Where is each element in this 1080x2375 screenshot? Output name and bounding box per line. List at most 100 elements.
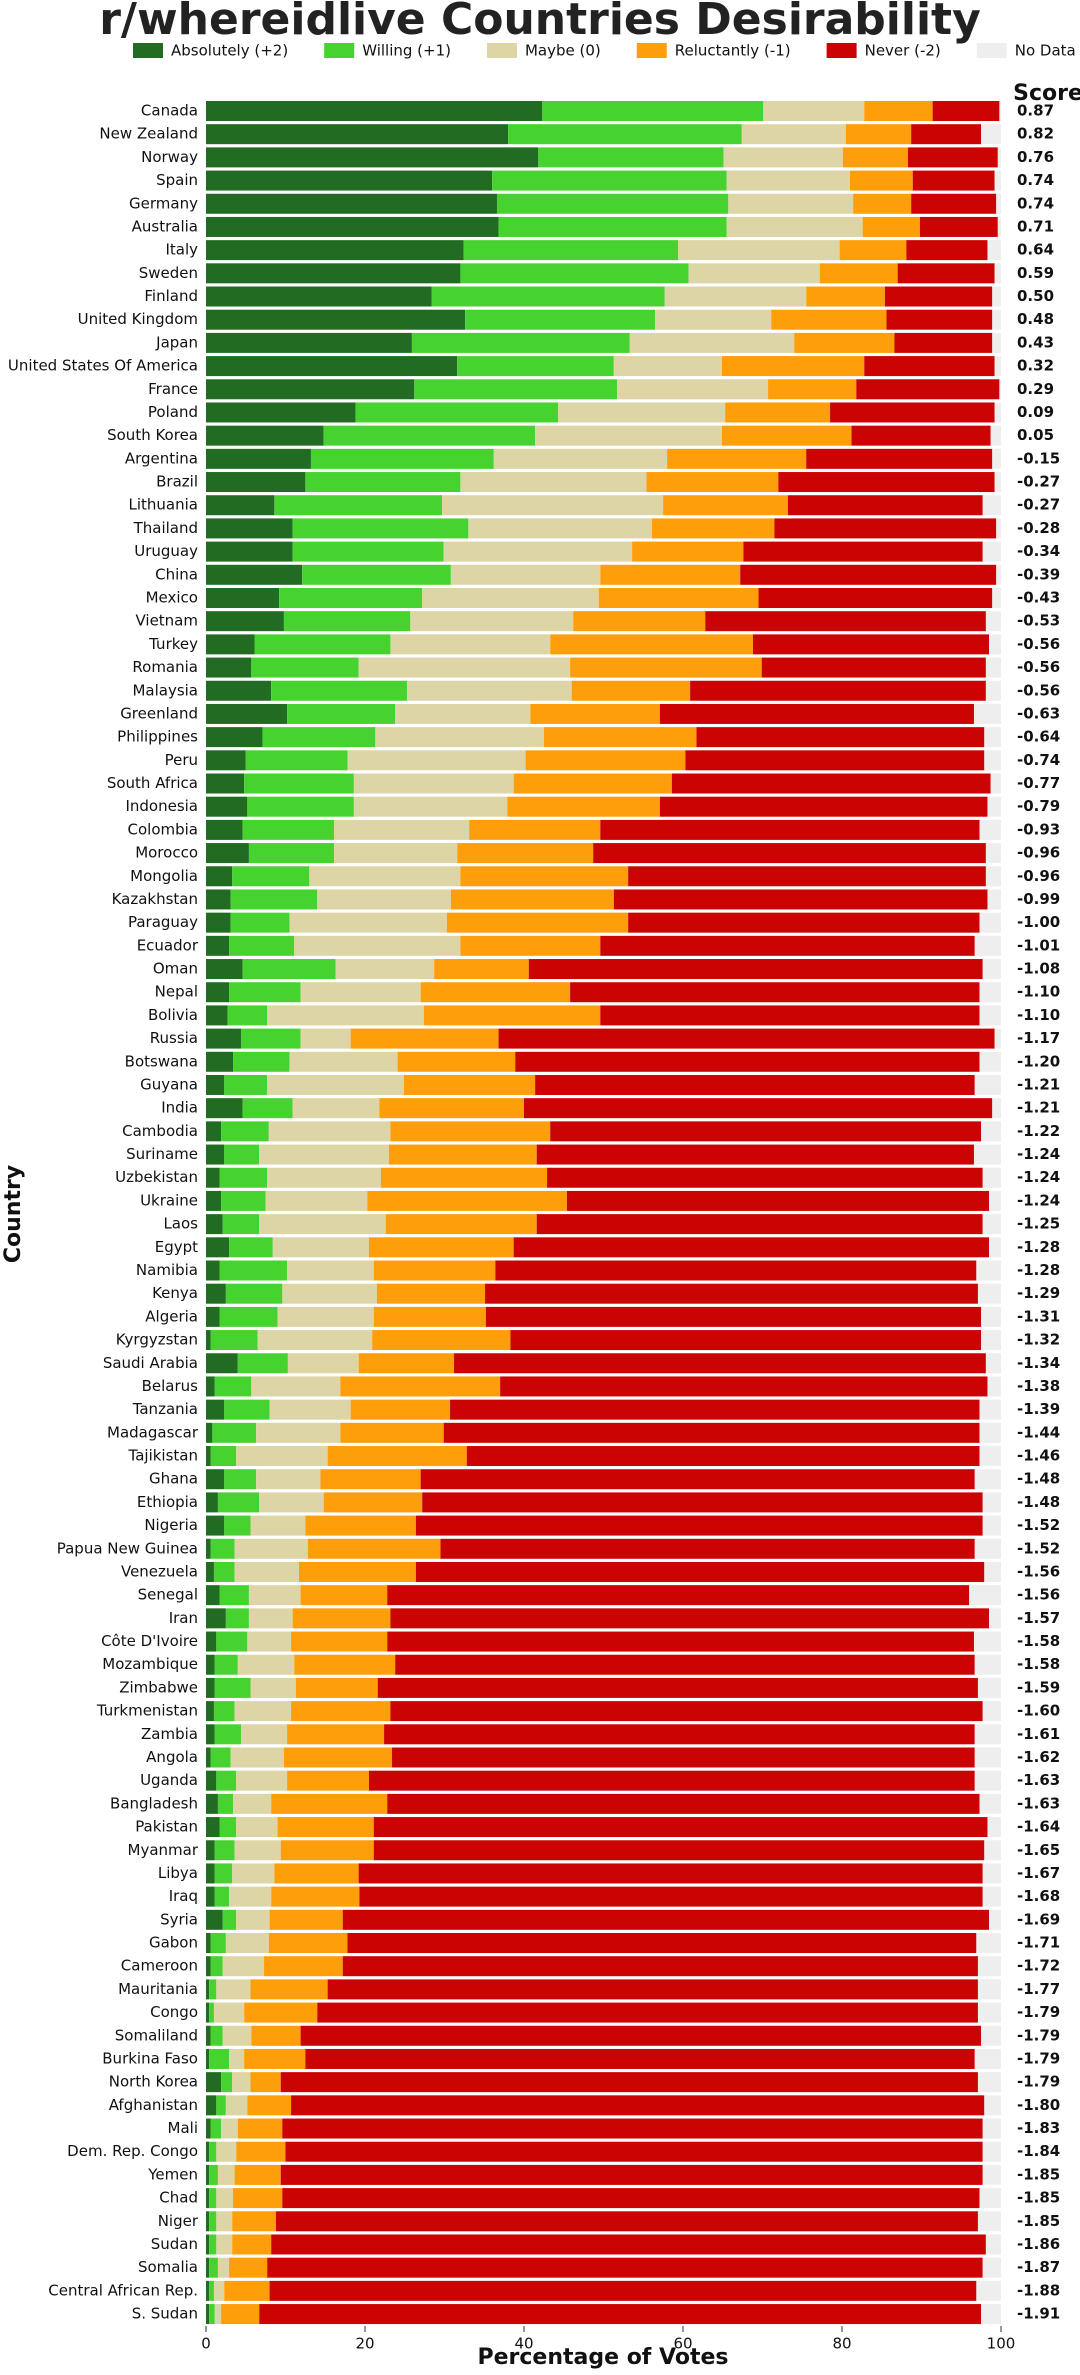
bar-segment — [206, 1724, 215, 1745]
bar-segment — [974, 1747, 1001, 1768]
bar-segment — [224, 1469, 257, 1490]
bar-segment — [232, 2234, 272, 2255]
bar-segment — [347, 750, 526, 771]
bar-segment — [974, 935, 1001, 956]
bar-segment — [272, 1237, 369, 1258]
bar-segment — [224, 1074, 268, 1095]
bar-segment — [992, 286, 1001, 307]
bar-segment — [613, 889, 988, 910]
score-label: -1.57 — [1017, 1609, 1060, 1627]
y-tick-label: Colombia — [128, 820, 199, 838]
bar-segment — [206, 263, 461, 284]
bar-segment — [842, 147, 908, 168]
bar-segment — [206, 1098, 243, 1119]
bar-segment — [206, 1631, 217, 1652]
bar-segment — [659, 796, 988, 817]
bar-segment — [221, 1190, 266, 1211]
bar-segment — [996, 564, 1001, 585]
bar-segment — [310, 448, 494, 469]
bar-segment — [690, 680, 986, 701]
bar-segment — [536, 1144, 974, 1165]
bar-segment — [979, 1005, 1001, 1026]
score-label: -1.56 — [1017, 1562, 1060, 1580]
y-tick-label: Angola — [146, 1748, 198, 1766]
bar-segment — [982, 1167, 1001, 1188]
bar-segment — [219, 1306, 278, 1327]
bar-segment — [206, 2072, 222, 2093]
bar-segment — [538, 147, 724, 168]
bar-segment — [353, 773, 514, 794]
bar-segment — [981, 2025, 1001, 2046]
bar-segment — [209, 2280, 214, 2301]
y-tick-label: Burkina Faso — [102, 2049, 198, 2067]
bar-segment — [492, 170, 727, 191]
bar-segment — [355, 402, 559, 423]
bar-segment — [259, 1214, 386, 1235]
bar-segment — [985, 843, 1001, 864]
bar-segment — [600, 935, 975, 956]
bar-segment — [987, 889, 1001, 910]
bar-segment — [390, 1608, 990, 1629]
bar-segment — [206, 2211, 210, 2232]
score-label: -1.85 — [1017, 2212, 1060, 2230]
y-tick-label: Germany — [129, 194, 198, 212]
bar-segment — [688, 263, 820, 284]
bar-segment — [214, 1886, 230, 1907]
score-label: -1.22 — [1017, 1122, 1060, 1140]
y-tick-label: Kyrgyzstan — [116, 1331, 198, 1349]
bar-segment — [244, 2048, 306, 2069]
x-axis-label: Percentage of Votes — [477, 2345, 728, 2370]
bar-segment — [806, 286, 885, 307]
bar-segment — [685, 750, 985, 771]
score-label: -1.64 — [1017, 1818, 1060, 1836]
bar-segment — [500, 1376, 988, 1397]
bar-segment — [206, 1770, 217, 1791]
score-label: -1.83 — [1017, 2119, 1060, 2137]
bar-segment — [232, 1863, 275, 1884]
bar-segment — [997, 216, 1001, 237]
bar-segment — [206, 1376, 215, 1397]
bar-segment — [206, 1399, 225, 1420]
bar-segment — [566, 1190, 990, 1211]
bar-segment — [274, 495, 443, 516]
score-label: -1.32 — [1017, 1331, 1060, 1349]
bar-segment — [598, 587, 759, 608]
bar-segment — [283, 611, 411, 632]
bar-segment — [287, 1724, 385, 1745]
score-label: 0.76 — [1017, 148, 1054, 166]
bar-segment — [305, 1515, 416, 1536]
legend-swatch — [636, 43, 667, 58]
y-tick-label: Norway — [141, 148, 198, 166]
bar-segment — [206, 1306, 220, 1327]
bar-segment — [213, 1701, 235, 1722]
score-label: -1.91 — [1017, 2305, 1060, 2323]
bar-segment — [380, 1167, 548, 1188]
bar-segment — [305, 472, 461, 493]
bar-segment — [259, 1144, 389, 1165]
bar-segment — [300, 1028, 351, 1049]
bar-segment — [233, 2188, 283, 2209]
bar-segment — [982, 2141, 1001, 2162]
y-tick-label: Japan — [155, 333, 198, 351]
score-label: -0.15 — [1017, 449, 1060, 467]
bar-segment — [423, 1005, 601, 1026]
bar-segment — [282, 2118, 983, 2139]
bar-segment — [221, 1121, 269, 1142]
bar-segment — [469, 819, 601, 840]
bar-segment — [984, 727, 1001, 748]
score-label: -0.56 — [1017, 635, 1060, 653]
bar-segment — [214, 1724, 241, 1745]
bar-segment — [390, 1121, 551, 1142]
bar-segment — [350, 1399, 451, 1420]
bar-segment — [206, 2164, 210, 2185]
bar-segment — [358, 657, 571, 678]
bar-segment — [229, 1886, 272, 1907]
bar-segment — [206, 611, 284, 632]
bar-segment — [973, 1144, 1001, 1165]
score-label: 0.43 — [1017, 333, 1054, 351]
bar-segment — [372, 1330, 511, 1351]
bar-segment — [206, 750, 246, 771]
bar-segment — [206, 309, 466, 330]
bar-segment — [864, 356, 995, 377]
